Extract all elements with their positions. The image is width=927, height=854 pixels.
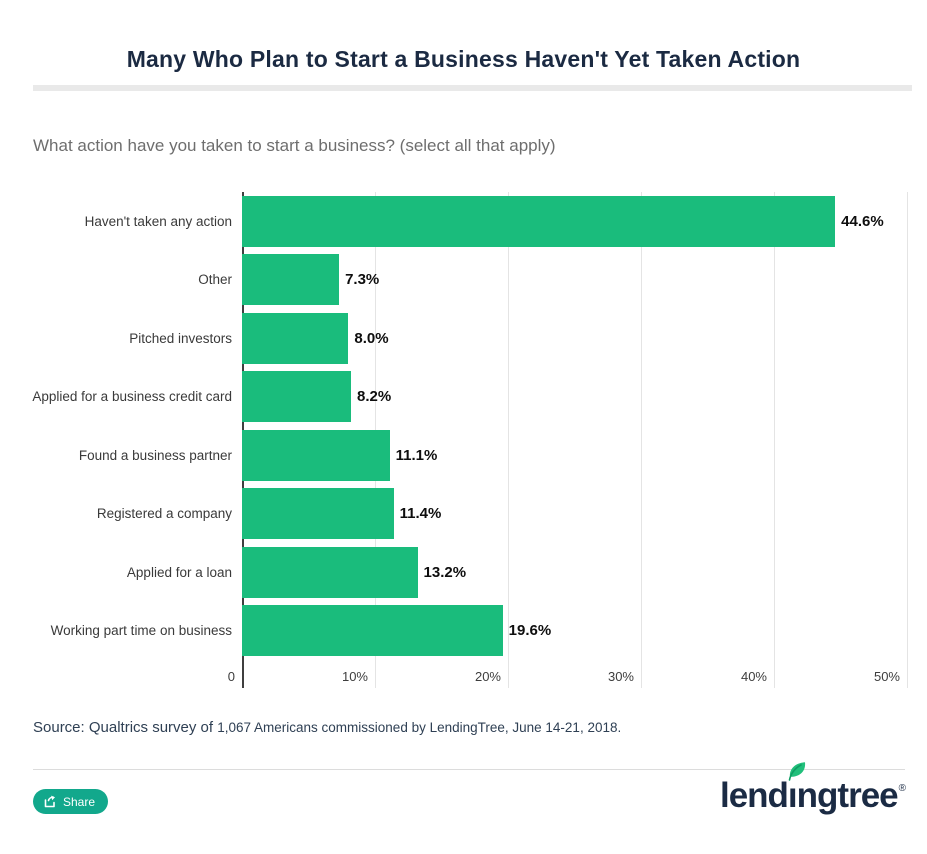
category-label: Working part time on business [50,623,232,639]
leaf-icon [788,762,806,781]
x-tick-label: 0 [227,669,235,684]
bar-value-label: 8.0% [354,329,389,347]
bar-value-label: 7.3% [345,271,380,289]
x-tick-label: 50% [873,669,900,684]
gridline-20% [508,192,509,688]
bar-value-label: 11.4% [399,505,442,523]
gridline-30% [641,192,642,688]
bar-row: 11.4% [242,485,907,544]
x-axis-ticks: 0 10% 20% 30% 40% 50% [228,664,907,688]
category-label: Haven't taken any action [84,213,232,229]
bar-chart: Haven't taken any action Other Pitched inv… [0,192,908,688]
category-label: Found a business partner [78,447,232,463]
survey-question: What action have you taken to start a bu… [33,136,556,155]
bar [242,195,836,247]
footer-divider [33,769,905,770]
bar [242,254,340,306]
logo-text-i: ı [787,776,798,815]
category-label: Other [198,272,232,288]
lendingtree-logo: lend ı ngtree ® [719,762,906,815]
category-label: Registered a company [96,506,232,522]
source-detail: 1,067 Americans commissioned by LendingT… [217,720,622,735]
bar [242,371,352,423]
bars-container: 44.6% 7.3% 8.0% 8.2% 11.1% 11.4% 13.2% 19.6% [242,192,907,660]
bar-value-label: 44.6% [841,212,884,230]
source-line: Source: Qualtrics survey of 1,067 Americ… [33,719,927,736]
bar [242,312,349,364]
x-tick-label: 20% [474,669,501,684]
bar-row: 44.6% [242,192,907,251]
x-tick-label: 10% [341,669,368,684]
page-title: Many Who Plan to Start a Business Haven'… [126,46,801,72]
bar-value-label: 11.1% [395,446,438,464]
bar-row: 8.2% [242,368,907,427]
bar [242,546,418,598]
source-prefix: Source: Qualtrics survey of [33,719,218,736]
bar-value-label: 13.2% [423,563,467,581]
footer: Share lend ı ngtree ® [0,762,927,850]
bar-row: 7.3% [242,251,907,310]
bar-row: 13.2% [242,543,907,602]
bar-row: 11.1% [242,426,907,485]
x-tick-label: 40% [740,669,767,684]
bar-row: 19.6% [242,602,907,661]
bar [242,429,390,481]
logo-text-pre: lend [719,776,789,815]
bar [242,488,394,540]
plot-area: 44.6% 7.3% 8.0% 8.2% 11.1% 11.4% 13.2% 19.6% 0 1… [228,192,908,688]
category-label: Applied for a business credit card [32,389,232,405]
bar-row: 8.0% [242,309,907,368]
bar-value-label: 8.2% [357,388,392,406]
gridline-50% [907,192,908,688]
title-divider [33,85,912,91]
bar-value-label: 19.6% [508,622,552,640]
category-label: Applied for a loan [126,564,232,580]
logo-text-post: ngtree [796,776,899,815]
share-button[interactable]: Share [33,789,109,814]
category-label: Pitched investors [129,330,232,346]
category-labels-column: Haven't taken any action Other Pitched inv… [0,192,232,688]
bar [242,605,503,657]
x-tick-label: 30% [607,669,634,684]
share-icon [44,795,55,808]
share-button-label: Share [63,794,96,809]
gridline-40% [774,192,775,688]
logo-registered-mark: ® [898,783,906,794]
